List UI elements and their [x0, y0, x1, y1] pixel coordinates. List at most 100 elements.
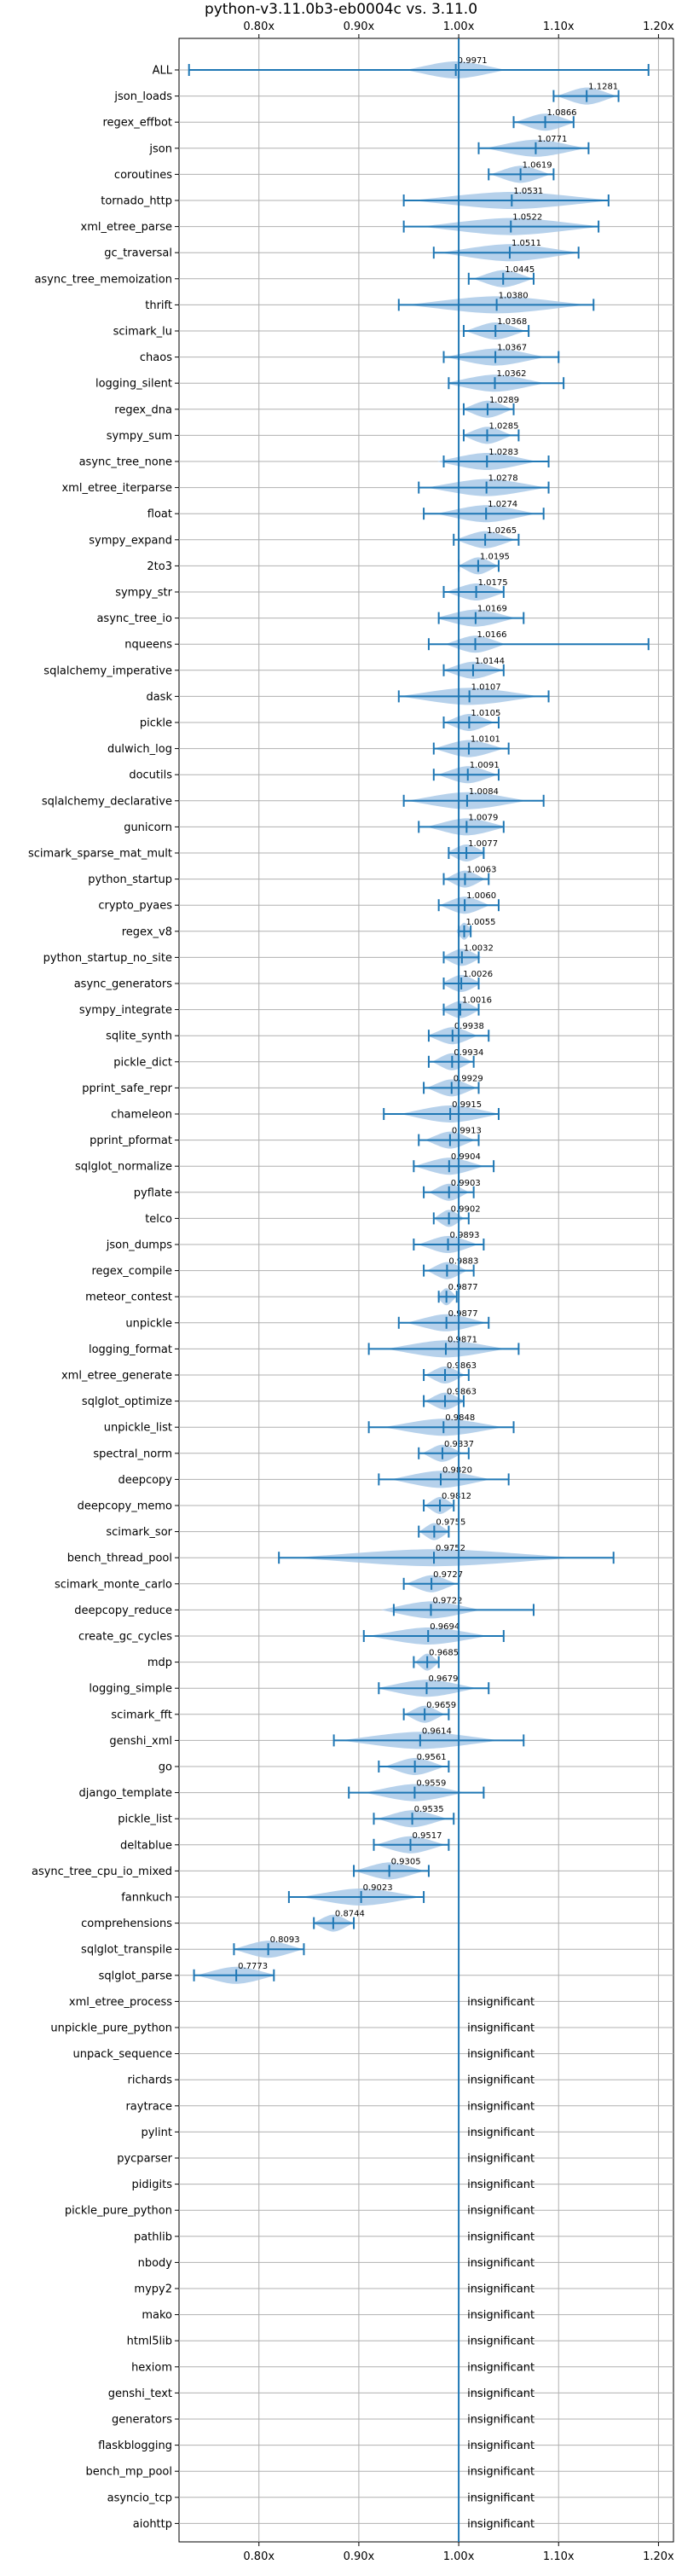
benchmark-label: 2to3: [147, 560, 172, 573]
value-label: 1.0278: [488, 474, 518, 484]
value-label: 1.0032: [464, 943, 494, 953]
benchmark-label: regex_dna: [114, 403, 172, 416]
value-label: 0.9863: [447, 1361, 477, 1371]
benchmark-label: float: [147, 508, 172, 521]
benchmark-label: mdp: [147, 1656, 172, 1669]
value-label: 0.9971: [458, 56, 488, 66]
value-label: 1.0771: [537, 135, 567, 144]
value-label: 1.0283: [488, 448, 518, 457]
benchmark-label: spectral_norm: [93, 1448, 172, 1460]
value-label: 1.0362: [496, 369, 526, 379]
benchmark-label: async_generators: [74, 978, 173, 991]
value-label: 1.0077: [468, 839, 498, 849]
benchmark-label: python_startup: [88, 873, 172, 886]
benchmark-label: genshi_xml: [109, 1735, 172, 1748]
insignificant-label: insignificant: [467, 2414, 535, 2427]
insignificant-label: insignificant: [467, 2205, 535, 2218]
value-label: 1.0079: [468, 813, 498, 822]
value-label: 1.0289: [489, 396, 519, 405]
value-label: 1.0166: [477, 630, 507, 640]
benchmark-label: gunicorn: [124, 821, 172, 834]
value-label: 0.9685: [429, 1649, 459, 1658]
value-label: 0.9535: [414, 1805, 444, 1814]
benchmark-label: sqlglot_normalize: [75, 1161, 172, 1174]
value-label: 0.9023: [363, 1883, 393, 1893]
benchmark-label: sqlalchemy_declarative: [42, 795, 172, 808]
benchmark-label: bench_mp_pool: [85, 2466, 172, 2479]
benchmark-label: deepcopy_reduce: [74, 1604, 172, 1617]
benchmark-label: sympy_str: [115, 587, 172, 600]
benchmark-label: unpickle: [125, 1317, 172, 1330]
benchmark-label: pylint: [141, 2126, 172, 2139]
benchmark-label: xml_etree_parse: [81, 221, 172, 234]
benchmark-label: mako: [142, 2309, 172, 2322]
benchmark-label: meteor_contest: [85, 1291, 172, 1304]
insignificant-label: insignificant: [467, 2335, 535, 2348]
value-label: 1.0531: [513, 187, 543, 196]
value-label: 0.7773: [238, 1962, 268, 1971]
benchmark-label: go: [159, 1761, 172, 1774]
benchmark-label: sqlite_synth: [106, 1030, 172, 1043]
benchmark-label: deepcopy: [118, 1474, 172, 1487]
benchmark-label: aiohttp: [133, 2518, 172, 2531]
value-label: 0.9915: [452, 1100, 482, 1110]
benchmark-label: pprint_safe_repr: [82, 1082, 172, 1095]
value-label: 0.9929: [454, 1074, 483, 1083]
value-label: 0.9863: [447, 1388, 477, 1397]
value-label: 1.0265: [487, 526, 517, 536]
insignificant-label: insignificant: [467, 2126, 535, 2139]
benchmark-label: json_loads: [113, 90, 172, 103]
benchmark-label: scimark_monte_carlo: [55, 1578, 172, 1591]
value-label: 0.9305: [391, 1857, 421, 1866]
benchmark-label: coroutines: [114, 169, 172, 182]
benchmark-label: docutils: [129, 769, 172, 782]
benchmark-label: scimark_fft: [111, 1709, 172, 1721]
benchmark-label: logging_silent: [95, 378, 172, 391]
benchmark-label: comprehensions: [81, 1917, 172, 1930]
value-label: 0.9903: [451, 1179, 481, 1188]
insignificant-label: insignificant: [467, 2022, 535, 2035]
benchmark-label: scimark_sor: [106, 1526, 172, 1539]
value-label: 0.9561: [417, 1753, 447, 1762]
benchmark-label: logging_format: [89, 1343, 172, 1356]
value-label: 0.9883: [448, 1257, 478, 1267]
value-label: 1.0016: [462, 996, 492, 1006]
benchmark-label: async_tree_memoization: [34, 273, 172, 286]
insignificant-label: insignificant: [467, 2100, 535, 2113]
benchmark-label: asyncio_tcp: [107, 2492, 172, 2504]
value-label: 0.9727: [433, 1570, 463, 1580]
insignificant-label: insignificant: [467, 2518, 535, 2531]
x-tick-label-top: 0.90x: [344, 20, 375, 33]
value-label: 0.9679: [428, 1674, 458, 1684]
benchmark-label: tornado_http: [101, 195, 172, 208]
value-label: 1.0144: [475, 657, 505, 666]
benchmark-label: regex_effbot: [102, 117, 172, 130]
value-label: 1.0091: [470, 761, 500, 770]
benchmark-label: async_tree_none: [79, 456, 172, 469]
value-label: 1.0195: [480, 552, 510, 561]
value-label: 1.0866: [547, 108, 577, 118]
benchmark-label: deltablue: [120, 1839, 172, 1852]
benchmark-label: unpickle_pure_python: [50, 2022, 172, 2035]
x-tick-label-top: 1.00x: [443, 20, 475, 33]
value-label: 0.8744: [335, 1910, 365, 1919]
benchmark-label: thrift: [145, 299, 172, 312]
benchmark-label: async_tree_io: [96, 612, 172, 625]
value-label: 0.9559: [416, 1779, 446, 1789]
x-tick-label-bottom: 1.20x: [643, 2550, 674, 2563]
benchmark-label: flaskblogging: [98, 2440, 172, 2452]
insignificant-label: insignificant: [467, 2179, 535, 2191]
benchmark-label: pickle_dict: [113, 1056, 172, 1069]
value-label: 1.0285: [488, 421, 518, 431]
benchmark-label: html5lib: [127, 2335, 172, 2348]
value-label: 0.8093: [270, 1935, 300, 1945]
benchmark-label: nbody: [138, 2257, 173, 2270]
benchmark-label: telco: [145, 1213, 172, 1226]
x-tick-label-top: 0.80x: [243, 20, 275, 33]
insignificant-label: insignificant: [467, 2231, 535, 2243]
benchmark-label: pycparser: [117, 2153, 172, 2166]
benchmark-label: mypy2: [134, 2283, 172, 2296]
benchmark-label: sympy_sum: [107, 430, 172, 443]
x-tick-label-bottom: 0.90x: [344, 2550, 375, 2563]
